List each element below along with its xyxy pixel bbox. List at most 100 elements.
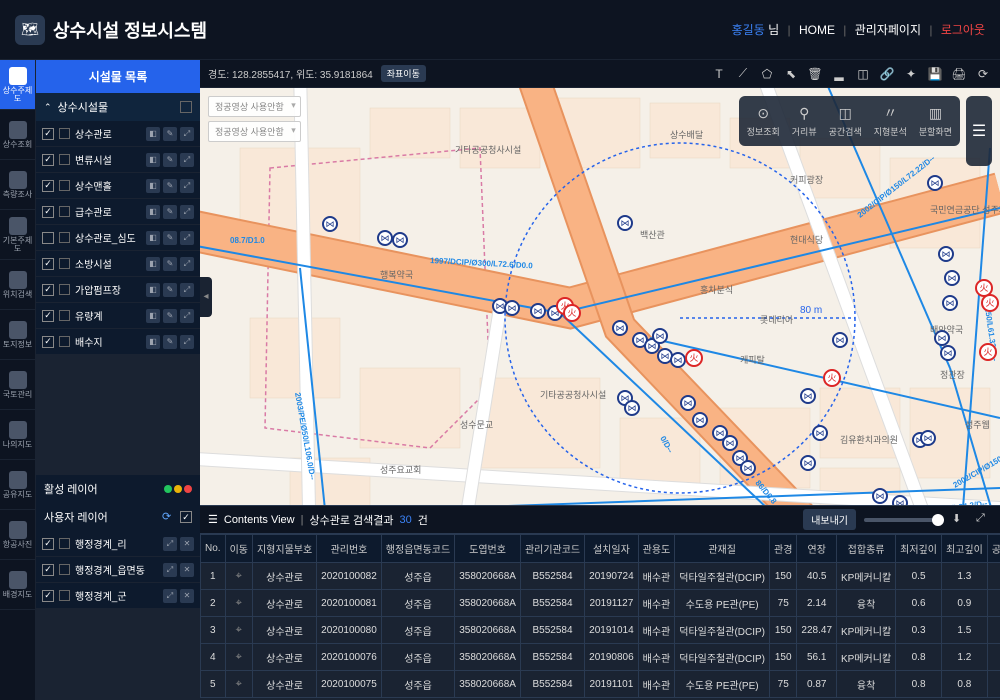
style-icon[interactable]: ◧ xyxy=(146,127,160,141)
layer-subcheckbox[interactable] xyxy=(59,564,70,575)
expand-icon[interactable]: ⤢ xyxy=(976,512,992,528)
layer-group-header[interactable]: ⌃ 상수시설물 xyxy=(36,93,200,121)
imagery-select-2[interactable]: 정공영상 사용안함 xyxy=(208,121,301,142)
table-header[interactable]: 관리기관코드 xyxy=(520,535,584,563)
table-header[interactable]: 지형지물부호 xyxy=(252,535,316,563)
table-header[interactable]: 접합종류 xyxy=(837,535,896,563)
ruler-tool-icon[interactable]: ▂ xyxy=(830,65,848,83)
close-icon[interactable]: ✕ xyxy=(180,563,194,577)
layer-checkbox[interactable] xyxy=(42,564,54,576)
results-table-wrap[interactable]: No.이동지형지물부호관리번호행정읍면동코드도엽번호관리기관코드설치일자관용도관… xyxy=(200,534,1000,700)
edit-icon[interactable]: ✎ xyxy=(163,179,177,193)
table-row[interactable]: 5⌖상수관로2020100075성주읍358020668AB5525842019… xyxy=(201,671,1000,698)
refresh-tool-icon[interactable]: ⟳ xyxy=(974,65,992,83)
rail-item-공유지도[interactable]: 공유지도 xyxy=(0,460,35,510)
rail-item-위치검색[interactable]: 위치검색 xyxy=(0,260,35,310)
layer-subcheckbox[interactable] xyxy=(59,310,70,321)
locate-icon[interactable]: ⌖ xyxy=(231,649,247,665)
edit-icon[interactable]: ✎ xyxy=(163,153,177,167)
group-checkbox[interactable] xyxy=(180,101,192,113)
rail-item-기본주제도[interactable]: 기본주제도 xyxy=(0,210,35,260)
table-header[interactable]: 행정읍면동코드 xyxy=(381,535,454,563)
close-icon[interactable]: ✕ xyxy=(180,589,194,603)
layer-checkbox[interactable] xyxy=(42,206,54,218)
zoom-icon[interactable]: ⤢ xyxy=(180,231,194,245)
edit-icon[interactable]: ✎ xyxy=(163,205,177,219)
zoom-icon[interactable]: ⤢ xyxy=(180,127,194,141)
panel-menu-button[interactable]: ☰ xyxy=(966,96,992,166)
polyline-tool-icon[interactable]: ⟋ xyxy=(734,65,752,83)
edit-icon[interactable]: ✎ xyxy=(163,127,177,141)
polygon-tool-icon[interactable]: ⬠ xyxy=(758,65,776,83)
zoom-icon[interactable]: ⤢ xyxy=(163,589,177,603)
layer-checkbox[interactable] xyxy=(42,590,54,602)
opacity-slider[interactable] xyxy=(864,518,944,522)
download-icon[interactable]: ⬇ xyxy=(952,512,968,528)
user-layer-checkbox[interactable] xyxy=(180,511,192,523)
zoom-icon[interactable]: ⤢ xyxy=(180,335,194,349)
edit-icon[interactable]: ✎ xyxy=(163,335,177,349)
panel-지형분석[interactable]: 〃지형분석 xyxy=(874,104,907,138)
home-link[interactable]: HOME xyxy=(799,23,835,37)
text-tool-icon[interactable]: T xyxy=(710,65,728,83)
layer-checkbox[interactable] xyxy=(42,336,54,348)
rail-item-토지정보[interactable]: 토지정보 xyxy=(0,310,35,360)
locate-icon[interactable]: ⌖ xyxy=(231,676,247,692)
table-header[interactable]: 관재질 xyxy=(675,535,770,563)
table-header[interactable]: 관리번호 xyxy=(317,535,382,563)
table-header[interactable]: 관용도 xyxy=(638,535,675,563)
admin-link[interactable]: 관리자페이지 xyxy=(855,23,921,37)
table-header[interactable]: 이동 xyxy=(225,535,252,563)
rail-item-배경지도[interactable]: 배경지도 xyxy=(0,560,35,610)
table-header[interactable]: 설치일자 xyxy=(585,535,639,563)
delete-tool-icon[interactable]: 🗑 xyxy=(806,65,824,83)
style-icon[interactable]: ◧ xyxy=(146,309,160,323)
style-icon[interactable]: ◧ xyxy=(146,257,160,271)
area-tool-icon[interactable]: ◫ xyxy=(854,65,872,83)
layer-subcheckbox[interactable] xyxy=(59,180,70,191)
table-header[interactable]: 도엽번호 xyxy=(455,535,521,563)
table-header[interactable]: 관경 xyxy=(770,535,797,563)
coord-move-button[interactable]: 좌표이동 xyxy=(381,65,426,82)
save-tool-icon[interactable]: 💾 xyxy=(926,65,944,83)
layer-checkbox[interactable] xyxy=(42,538,54,550)
layer-subcheckbox[interactable] xyxy=(59,206,70,217)
style-icon[interactable]: ◧ xyxy=(146,283,160,297)
layer-checkbox[interactable] xyxy=(42,284,54,296)
edit-icon[interactable]: ✎ xyxy=(163,283,177,297)
settings-tool-icon[interactable]: ✦ xyxy=(902,65,920,83)
style-icon[interactable]: ◧ xyxy=(146,153,160,167)
panel-공간검색[interactable]: ◫공간검색 xyxy=(829,104,862,138)
rail-item-항공사진[interactable]: 항공사진 xyxy=(0,510,35,560)
edit-icon[interactable]: ✎ xyxy=(163,309,177,323)
layer-checkbox[interactable] xyxy=(42,258,54,270)
edit-icon[interactable]: ✎ xyxy=(163,231,177,245)
zoom-icon[interactable]: ⤢ xyxy=(180,309,194,323)
zoom-icon[interactable]: ⤢ xyxy=(180,153,194,167)
table-row[interactable]: 1⌖상수관로2020100082성주읍358020668AB5525842019… xyxy=(201,563,1000,590)
zoom-icon[interactable]: ⤢ xyxy=(180,179,194,193)
zoom-icon[interactable]: ⤢ xyxy=(180,205,194,219)
layer-subcheckbox[interactable] xyxy=(59,336,70,347)
style-icon[interactable]: ◧ xyxy=(146,231,160,245)
layer-subcheckbox[interactable] xyxy=(59,128,70,139)
table-header[interactable]: 연장 xyxy=(797,535,837,563)
style-icon[interactable]: ◧ xyxy=(146,179,160,193)
panel-분할화면[interactable]: ▥분할화면 xyxy=(919,104,952,138)
layer-subcheckbox[interactable] xyxy=(59,154,70,165)
zoom-icon[interactable]: ⤢ xyxy=(163,563,177,577)
rail-item-상수조회[interactable]: 상수조회 xyxy=(0,110,35,160)
rail-item-측량조사[interactable]: 측량조사 xyxy=(0,160,35,210)
table-header[interactable]: 공사번호 xyxy=(987,535,1000,563)
zoom-icon[interactable]: ⤢ xyxy=(163,537,177,551)
close-icon[interactable]: ✕ xyxy=(180,537,194,551)
rail-item-나의지도[interactable]: 나의지도 xyxy=(0,410,35,460)
layer-checkbox[interactable] xyxy=(42,180,54,192)
layer-subcheckbox[interactable] xyxy=(59,232,70,243)
table-header[interactable]: 최고깊이 xyxy=(941,535,987,563)
locate-icon[interactable]: ⌖ xyxy=(231,595,247,611)
export-button[interactable]: 내보내기 xyxy=(803,509,856,530)
style-icon[interactable]: ◧ xyxy=(146,335,160,349)
table-header[interactable]: No. xyxy=(201,535,226,563)
rail-item-상수주제도[interactable]: 상수주제도 xyxy=(0,60,35,110)
